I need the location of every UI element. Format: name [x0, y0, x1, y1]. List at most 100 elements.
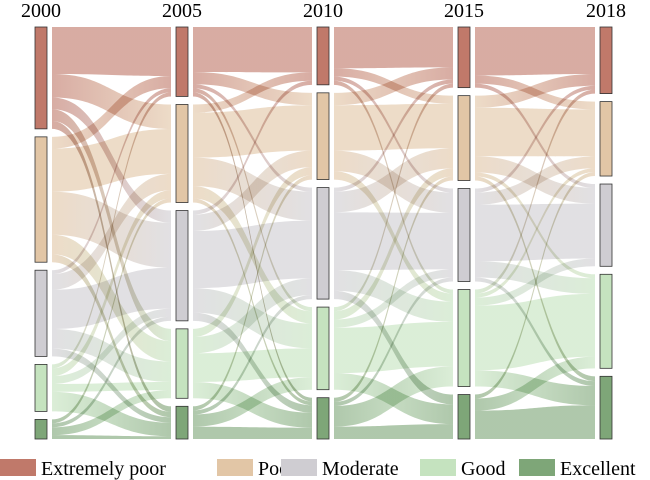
legend-swatch	[281, 459, 317, 476]
node-2000-poor	[34, 136, 48, 263]
flow-2010-2015-good-to-moderate	[334, 269, 453, 328]
node-2010-poor	[316, 92, 330, 180]
flow-2015-2018-moderate-to-poor	[475, 156, 595, 205]
flow-2015-2018-poor-to-poor	[475, 107, 595, 157]
flow-2010-2015-moderate-to-poor	[334, 148, 453, 213]
flow-2010-2015-excellent-to-poor	[334, 176, 453, 402]
flow-2005-2010-excellent-to-excellent	[193, 426, 312, 439]
node-2000-excellent	[34, 419, 48, 440]
flow-2000-2005-excellent-to-poor	[52, 198, 171, 424]
node-2018-extremely-poor	[599, 26, 613, 94]
flow-2000-2005-extremely-poor-to-excellent	[52, 121, 171, 412]
flow-2000-2005-good-to-good	[52, 381, 171, 392]
flow-2005-2010-poor-to-excellent	[193, 198, 312, 406]
node-2000-extremely-poor	[34, 26, 48, 130]
node-2010-extremely-poor	[316, 26, 330, 86]
node-2010-good	[316, 306, 330, 391]
year-label-2005: 2005	[162, 0, 202, 22]
flow-2005-2010-good-to-moderate	[193, 278, 312, 354]
legend: Extremely poor Poor Moderate Good Excellent	[0, 458, 636, 480]
flow-2000-2005-good-to-extremely-poor	[52, 92, 171, 369]
flow-2000-2005-excellent-to-good	[52, 390, 171, 436]
flow-2010-2015-good-to-extremely-poor	[334, 83, 453, 312]
legend-swatch	[519, 459, 555, 476]
flow-2010-2015-poor-to-poor	[334, 103, 453, 151]
flow-2005-2010-excellent-to-poor	[193, 175, 312, 411]
legend-swatch	[0, 459, 36, 476]
node-2010-moderate	[316, 187, 330, 300]
year-label-2015: 2015	[444, 0, 484, 22]
node-2015-extremely-poor	[457, 26, 471, 89]
node-2015-poor	[457, 95, 471, 181]
flow-2005-2010-excellent-to-moderate	[193, 294, 312, 415]
flow-2000-2005-poor-to-poor	[52, 128, 171, 192]
flow-2000-2005-poor-to-excellent	[52, 254, 171, 418]
flow-2000-2005-good-to-poor	[52, 190, 171, 377]
flow-2005-2010-extremely-poor-to-extremely-poor	[193, 27, 312, 73]
flow-2005-2010-poor-to-extremely-poor	[193, 72, 312, 113]
node-2000-good	[34, 364, 48, 412]
year-label-2000: 2000	[21, 0, 61, 22]
flow-2010-2015-poor-to-extremely-poor	[334, 67, 453, 106]
node-2010-excellent	[316, 397, 330, 440]
flow-2015-2018-excellent-to-excellent	[475, 405, 595, 439]
year-labels: 2000 2005 2010 2015 2018	[21, 0, 626, 22]
node-2005-good	[175, 328, 189, 399]
node-2005-excellent	[175, 405, 189, 440]
flow-2000-2005-poor-to-extremely-poor	[52, 76, 171, 149]
node-2015-excellent	[457, 394, 471, 440]
legend-label: Moderate	[322, 458, 399, 480]
flow-2010-2015-excellent-to-excellent	[334, 424, 453, 439]
year-label-2018: 2018	[586, 0, 626, 22]
year-label-2010: 2010	[303, 0, 343, 22]
legend-label: Extremely poor	[41, 458, 166, 480]
legend-item-moderate: Moderate	[281, 458, 399, 480]
flow-2015-2018-good-to-good	[475, 293, 595, 371]
flow-2005-2010-poor-to-poor	[193, 105, 312, 158]
flow-2015-2018-excellent-to-good	[475, 356, 595, 411]
flow-2000-2005-extremely-poor-to-poor	[52, 74, 171, 129]
node-2015-moderate	[457, 188, 471, 282]
flow-2015-2018-good-to-moderate	[475, 258, 595, 306]
node-2018-excellent	[599, 375, 613, 440]
flow-2005-2010-good-to-poor	[193, 167, 312, 338]
node-2000-moderate	[34, 269, 48, 357]
flow-2000-2005-good-to-moderate	[52, 308, 171, 384]
flow-2000-2005-moderate-to-moderate	[52, 267, 171, 329]
flow-2000-2005-excellent-to-excellent	[52, 435, 171, 439]
node-2005-extremely-poor	[175, 26, 189, 97]
flow-2010-2015-moderate-to-extremely-poor	[334, 79, 453, 192]
legend-swatch	[420, 459, 456, 476]
legend-item-good: Good	[420, 458, 505, 480]
flow-2010-2015-good-to-good	[334, 321, 453, 374]
node-2018-good	[599, 273, 613, 369]
flow-2015-2018-moderate-to-extremely-poor	[475, 85, 595, 193]
flow-2005-2010-excellent-to-good	[193, 377, 312, 427]
node-2005-moderate	[175, 210, 189, 322]
flow-2015-2018-poor-to-extremely-poor	[475, 74, 595, 108]
flow-2010-2015-good-to-poor	[334, 168, 453, 320]
nodes-layer	[34, 26, 613, 440]
flow-2015-2018-extremely-poor-to-extremely-poor	[475, 27, 595, 76]
node-2015-good	[457, 289, 471, 387]
legend-label: Excellent	[560, 458, 636, 480]
flow-2000-2005-moderate-to-extremely-poor	[52, 88, 171, 275]
flow-2010-2015-extremely-poor-to-extremely-poor	[334, 27, 453, 69]
flow-2010-2015-excellent-to-good	[334, 366, 453, 427]
node-2005-poor	[175, 104, 189, 203]
flow-2000-2005-extremely-poor-to-extremely-poor	[52, 27, 171, 77]
legend-label: Good	[461, 458, 505, 480]
node-2018-moderate	[599, 183, 613, 267]
flow-2015-2018-good-to-poor	[475, 168, 595, 298]
legend-item-excellent: Excellent	[519, 458, 636, 480]
flow-2000-2005-moderate-to-good	[52, 328, 171, 382]
legend-item-extremely-poor: Extremely poor	[0, 458, 166, 480]
flow-2005-2010-moderate-to-extremely-poor	[193, 80, 312, 215]
flow-2000-2005-excellent-to-moderate	[52, 316, 171, 428]
flow-2015-2018-good-to-extremely-poor	[475, 89, 595, 294]
flows-layer	[52, 27, 595, 439]
legend-swatch	[217, 459, 253, 476]
flow-2010-2015-excellent-to-moderate	[334, 277, 453, 406]
flow-2005-2010-good-to-good	[193, 348, 312, 382]
